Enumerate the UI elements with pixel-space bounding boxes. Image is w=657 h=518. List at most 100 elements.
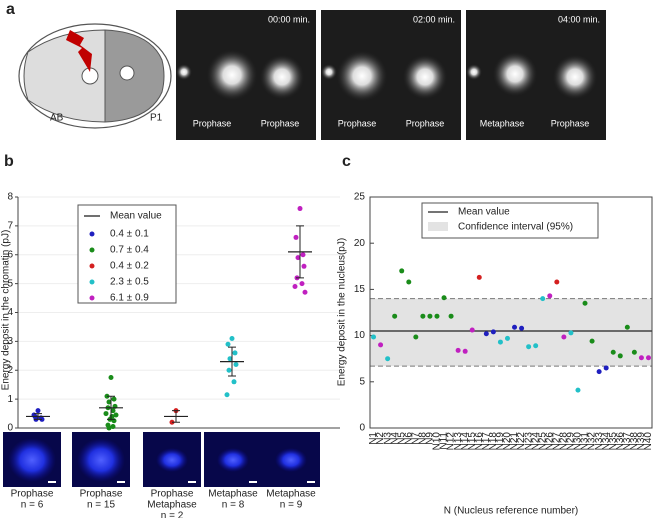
y-tick-label: 7 <box>7 221 13 232</box>
data-point <box>297 206 303 212</box>
legend-key <box>428 222 448 231</box>
x-tick-label: N1 <box>368 432 379 445</box>
phase-label: Prophase <box>261 118 300 128</box>
data-point <box>292 284 298 290</box>
nucleus-glow <box>552 54 598 100</box>
chromatin-image <box>275 448 307 472</box>
x-tick-label: N11 <box>439 432 450 450</box>
legend <box>421 202 599 239</box>
data-point <box>624 324 630 330</box>
legend-label: 6.1 ± 0.9 <box>110 293 149 304</box>
data-point <box>427 313 433 319</box>
data-point <box>575 387 581 393</box>
x-tick-label: Metaphase <box>208 489 258 500</box>
data-point <box>111 396 117 402</box>
data-point <box>232 350 238 356</box>
data-point <box>227 356 233 362</box>
data-point <box>448 313 454 319</box>
x-tick-label: N27 <box>551 432 562 451</box>
x-tick-label: N21 <box>509 432 520 451</box>
x-tick-label: N2 <box>375 432 386 445</box>
x-tick-label: N30 <box>573 432 584 451</box>
legend-key <box>89 263 95 269</box>
y-tick-label: 20 <box>354 238 366 249</box>
x-tick-label: N9 <box>425 432 436 445</box>
error-bar <box>228 346 236 377</box>
legend-label: 0.7 ± 0.4 <box>110 245 149 256</box>
data-point <box>420 313 426 319</box>
legend-label: Mean value <box>110 211 162 222</box>
data-point <box>392 313 398 319</box>
data-point <box>519 325 525 331</box>
data-point <box>371 334 377 340</box>
data-point <box>617 353 623 359</box>
data-point <box>110 408 116 414</box>
legend-label: 0.4 ± 0.1 <box>110 229 149 240</box>
x-tick-label: N6 <box>403 432 414 445</box>
phase-label: Prophase <box>338 118 377 128</box>
data-point <box>490 329 496 335</box>
x-tick-label: N25 <box>537 432 548 451</box>
data-point <box>378 342 384 348</box>
y-tick-label: 6 <box>7 249 13 260</box>
y-tick-label: 3 <box>7 336 13 347</box>
x-tick-label: N13 <box>453 432 464 451</box>
data-point <box>512 324 518 330</box>
data-point <box>103 411 109 417</box>
x-tick-label: n = 2 <box>161 511 184 518</box>
legend-label: Confidence interval (95%) <box>458 222 573 233</box>
data-point <box>302 289 308 295</box>
x-tick-label: N23 <box>523 432 534 451</box>
data-point <box>35 408 41 414</box>
nucleus-glow <box>206 49 258 101</box>
data-point <box>233 361 239 367</box>
x-tick-label: N39 <box>636 432 647 451</box>
data-point <box>469 327 475 333</box>
x-tick-label: N14 <box>460 432 471 451</box>
nucleus-glow <box>259 54 305 100</box>
legend-key <box>89 279 95 285</box>
x-tick-label: Prophase <box>151 489 194 500</box>
data-point <box>455 347 461 353</box>
data-point <box>568 330 574 336</box>
data-point <box>547 293 553 299</box>
data-point <box>434 313 440 319</box>
x-tick-label: N20 <box>502 432 513 451</box>
x-tick-label: N4 <box>389 432 400 445</box>
x-tick-label: N24 <box>530 432 541 451</box>
y-tick-label: 1 <box>7 394 13 405</box>
x-tick-label: n = 8 <box>222 500 245 511</box>
data-point <box>226 367 232 373</box>
nucleus-glow <box>402 54 448 100</box>
x-tick-label: Prophase <box>11 489 54 500</box>
data-point <box>108 374 114 380</box>
data-point <box>301 263 307 269</box>
cell-label: AB <box>50 113 64 124</box>
data-point <box>638 355 644 361</box>
data-point <box>441 295 447 301</box>
data-point <box>497 339 503 345</box>
legend-label: 0.4 ± 0.2 <box>110 261 149 272</box>
error-bar <box>34 413 42 420</box>
data-point <box>110 424 116 430</box>
nucleus-glow <box>336 50 388 102</box>
legend <box>77 204 177 304</box>
data-point <box>399 268 405 274</box>
data-point <box>504 335 510 341</box>
x-tick-label: N38 <box>629 432 640 451</box>
data-point <box>224 392 230 398</box>
x-tick-label: N12 <box>446 432 457 451</box>
data-point <box>631 349 637 355</box>
data-point <box>540 296 546 302</box>
confidence-band <box>370 298 652 367</box>
data-point <box>295 255 301 261</box>
x-tick-label: N3 <box>382 432 393 445</box>
y-tick-label: 0 <box>7 423 13 434</box>
data-point <box>554 279 560 285</box>
x-tick-label: Metaphase <box>147 500 197 511</box>
legend-label: 2.3 ± 0.5 <box>110 277 149 288</box>
data-point <box>113 412 119 418</box>
y-axis-label: Energy deposit in the nucleus(pJ) <box>337 238 348 386</box>
error-bar <box>172 410 180 423</box>
